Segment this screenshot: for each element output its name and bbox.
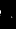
Bar bbox=[13, 24, 15, 25]
Text: 29: 29 bbox=[0, 0, 4, 13]
Text: 21-1: 21-1 bbox=[0, 0, 16, 7]
Text: 30: 30 bbox=[0, 0, 16, 7]
Text: Fig. 2B: Fig. 2B bbox=[0, 14, 16, 30]
Bar bbox=[10, 9, 12, 11]
Text: 30: 30 bbox=[0, 0, 16, 24]
Bar bbox=[4, 8, 6, 9]
Polygon shape bbox=[1, 4, 2, 5]
Text: 22: 22 bbox=[15, 0, 16, 7]
Bar bbox=[1, 22, 3, 25]
Bar bbox=[3, 27, 7, 28]
Text: 24: 24 bbox=[15, 0, 16, 17]
Bar bbox=[1, 19, 15, 29]
Bar bbox=[13, 22, 15, 25]
Polygon shape bbox=[14, 4, 15, 5]
Text: 23: 23 bbox=[0, 0, 16, 24]
Bar bbox=[2, 5, 14, 6]
Text: 23: 23 bbox=[0, 0, 16, 24]
Text: 27: 27 bbox=[0, 0, 16, 11]
Bar bbox=[10, 8, 12, 9]
Text: 23: 23 bbox=[15, 0, 16, 10]
Bar bbox=[9, 27, 13, 28]
Text: 25: 25 bbox=[0, 0, 16, 14]
Text: 21: 21 bbox=[15, 0, 16, 8]
Text: Fig. 2A: Fig. 2A bbox=[0, 1, 16, 30]
Text: 26b: 26b bbox=[15, 0, 16, 13]
Bar bbox=[2, 5, 14, 7]
Text: 26a: 26a bbox=[11, 0, 16, 11]
FancyBboxPatch shape bbox=[2, 11, 14, 15]
Bar bbox=[2, 4, 14, 5]
Bar bbox=[5, 7, 11, 8]
Bar bbox=[4, 9, 6, 11]
Bar bbox=[1, 24, 3, 25]
Text: 25: 25 bbox=[0, 0, 16, 15]
Text: 28b: 28b bbox=[0, 0, 16, 12]
Bar bbox=[7, 5, 9, 7]
Bar bbox=[7, 5, 9, 6]
Text: 28a: 28a bbox=[0, 0, 16, 12]
